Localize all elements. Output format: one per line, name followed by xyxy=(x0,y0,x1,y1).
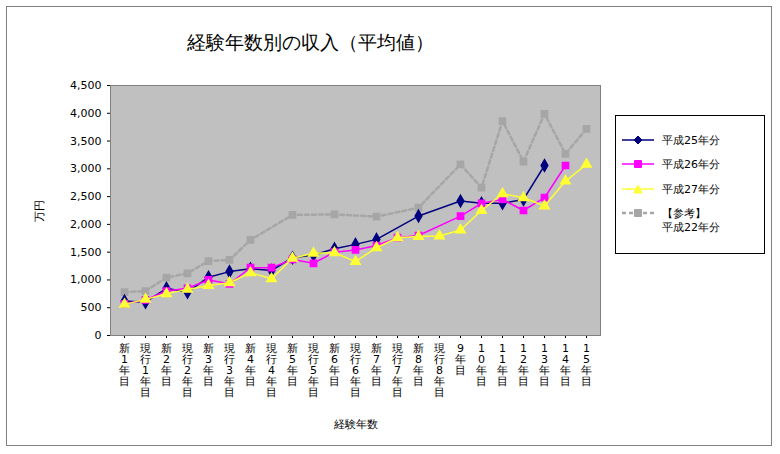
svg-text:新2年目: 新2年目 xyxy=(161,342,172,388)
svg-text:新6年目: 新6年目 xyxy=(329,342,340,388)
svg-text:500: 500 xyxy=(81,301,102,314)
svg-text:新1年目: 新1年目 xyxy=(119,342,130,388)
svg-text:15年目: 15年目 xyxy=(581,342,592,388)
html-text:平成27年分: 平成27年分 xyxy=(662,182,720,196)
svg-text:1,500: 1,500 xyxy=(70,246,102,259)
svg-text:現行4年目: 現行4年目 xyxy=(266,342,277,399)
html-text:【参考】 平成22年分: 【参考】 平成22年分 xyxy=(662,206,720,235)
svg-text:新3年目: 新3年目 xyxy=(203,342,214,388)
svg-text:4,500: 4,500 xyxy=(70,79,102,92)
svg-text:新7年目: 新7年目 xyxy=(371,342,382,388)
svg-text:9年目: 9年目 xyxy=(455,342,466,377)
svg-text:4,000: 4,000 xyxy=(70,107,102,120)
svg-text:新4年目: 新4年目 xyxy=(245,342,256,388)
svg-text:現行3年目: 現行3年目 xyxy=(224,342,235,399)
svg-text:経験年数: 経験年数 xyxy=(333,418,378,431)
html-text:経験年数別の収入（平均値）: 経験年数別の収入（平均値） xyxy=(186,31,434,53)
svg-text:14年目: 14年目 xyxy=(560,342,571,388)
svg-text:13年目: 13年目 xyxy=(539,342,550,388)
svg-text:現行1年目: 現行1年目 xyxy=(140,342,151,399)
svg-text:1,000: 1,000 xyxy=(70,273,102,286)
svg-text:3,000: 3,000 xyxy=(70,162,102,175)
svg-text:11年目: 11年目 xyxy=(497,342,508,388)
svg-text:現行8年目: 現行8年目 xyxy=(434,342,445,399)
svg-text:万円: 万円 xyxy=(33,200,46,222)
svg-text:2,500: 2,500 xyxy=(70,190,102,203)
svg-text:12年目: 12年目 xyxy=(518,342,529,388)
svg-text:現行5年目: 現行5年目 xyxy=(308,342,319,399)
svg-text:現行7年目: 現行7年目 xyxy=(392,342,403,399)
svg-text:現行2年目: 現行2年目 xyxy=(182,342,193,399)
svg-text:2,000: 2,000 xyxy=(70,218,102,231)
html-text:平成26年分: 平成26年分 xyxy=(662,158,720,172)
svg-text:現行6年目: 現行6年目 xyxy=(350,342,361,399)
html-text:平成25年分: 平成25年分 xyxy=(662,134,720,147)
svg-text:新5年目: 新5年目 xyxy=(287,342,298,388)
svg-text:3,500: 3,500 xyxy=(70,135,102,148)
svg-text:10年目: 10年目 xyxy=(476,342,487,388)
svg-text:新8年目: 新8年目 xyxy=(413,342,424,388)
svg-text:0: 0 xyxy=(95,329,102,342)
